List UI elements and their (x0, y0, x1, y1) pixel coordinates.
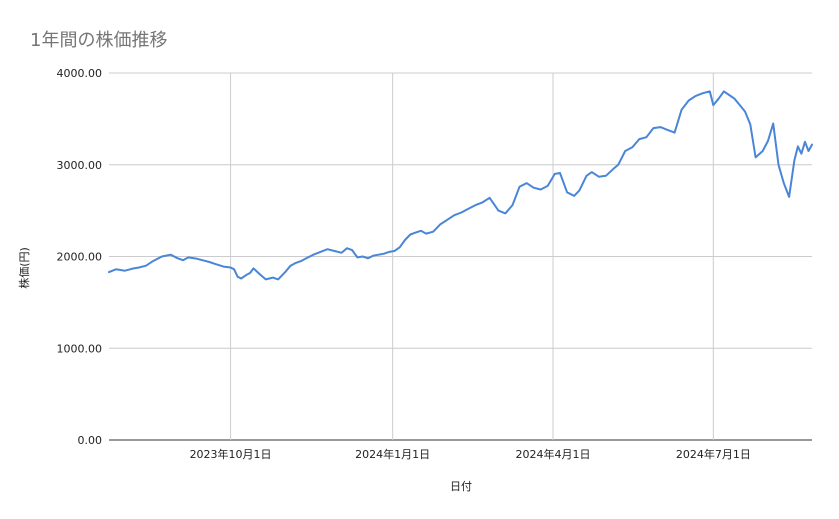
y-tick-label: 2000.00 (57, 251, 103, 264)
x-tick-label: 2024年7月1日 (676, 447, 751, 461)
series-group (108, 90, 813, 281)
grid-lines (109, 72, 812, 441)
y-tick-label: 1000.00 (57, 342, 103, 355)
x-tick-labels: 2023年10月1日 2024年1月1日 2024年4月1日 2024年7月1日 (190, 447, 751, 461)
y-tick-label: 3000.00 (57, 159, 103, 172)
y-tick-labels: 0.00 1000.00 2000.00 3000.00 4000.00 (57, 67, 103, 447)
series-line (108, 90, 813, 281)
x-tick-label: 2024年1月1日 (355, 447, 430, 461)
x-axis-label: 日付 (450, 480, 472, 493)
y-tick-label: 4000.00 (57, 67, 103, 80)
y-tick-label: 0.00 (78, 434, 103, 447)
chart-title: 1年間の株価推移 (30, 30, 168, 51)
x-tick-label: 2024年4月1日 (516, 447, 591, 461)
x-tick-label: 2023年10月1日 (190, 447, 272, 461)
